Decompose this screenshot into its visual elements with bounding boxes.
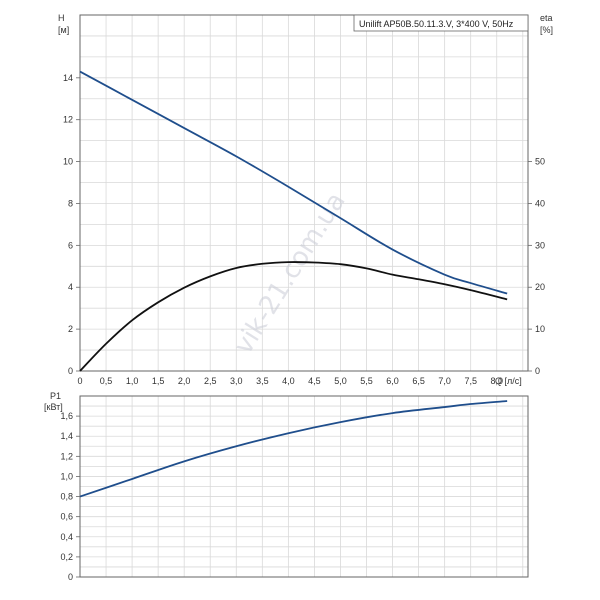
p1-tick-label: 0,4 — [60, 532, 73, 542]
p1-tick-label: 1,6 — [60, 411, 73, 421]
x-tick-label: 0 — [77, 376, 82, 386]
y-tick-label: 4 — [68, 282, 73, 292]
x-tick-label: 7,5 — [464, 376, 477, 386]
p1-tick-label: 1,4 — [60, 431, 73, 441]
x-axis-title-q: Q [л/с] — [495, 376, 522, 386]
y-tick-label: 10 — [63, 157, 73, 167]
x-tick-label: 8,0 — [490, 376, 503, 386]
y-tick-label: 14 — [63, 73, 73, 83]
x-tick-label: 2,5 — [204, 376, 217, 386]
y-axis-unit-h: [м] — [58, 25, 69, 35]
top-plot-frame — [79, 14, 529, 372]
x-tick-label: 4,5 — [308, 376, 321, 386]
y-tick-label: 2 — [68, 324, 73, 334]
y2-tick-label: 30 — [535, 240, 545, 250]
x-tick-label: 1,5 — [152, 376, 165, 386]
p1-tick-label: 0,6 — [60, 512, 73, 522]
bottom-tick-labels: 0 0,2 0,4 0,6 0,8 1,0 1,2 1,4 1,6 — [60, 411, 80, 582]
x-tick-label: 1,0 — [126, 376, 139, 386]
top-chart-grid — [80, 15, 528, 371]
chart-title: Unilift AP50B.50.11.3.V, 3*400 V, 50Hz — [359, 19, 514, 29]
x-tick-label: 2,0 — [178, 376, 191, 386]
p1-tick-label: 1,2 — [60, 451, 73, 461]
head-curve-line — [79, 70, 508, 295]
y2-axis-unit-eta: [%] — [540, 25, 553, 35]
p1-tick-label: 1,0 — [60, 471, 73, 481]
bottom-chart-grid — [80, 396, 528, 577]
p1-tick-label: 0,2 — [60, 552, 73, 562]
p1-tick-label: 0 — [68, 572, 73, 582]
bottom-chart-series — [79, 400, 508, 498]
y-tick-label: 8 — [68, 198, 73, 208]
x-tick-label: 4,0 — [282, 376, 295, 386]
y2-tick-label: 10 — [535, 324, 545, 334]
x-tick-label: 3,5 — [256, 376, 269, 386]
x-tick-label: 5,5 — [360, 376, 373, 386]
top-chart-series — [79, 70, 508, 372]
y-axis-title-h: H — [58, 13, 65, 23]
y-tick-label: 0 — [68, 366, 73, 376]
x-tick-label: 0,5 — [100, 376, 113, 386]
x-tick-label: 6,5 — [412, 376, 425, 386]
chart-title-box — [353, 14, 529, 32]
x-tick-label: 7,0 — [438, 376, 451, 386]
p1-tick-label: 0,8 — [60, 492, 73, 502]
bottom-plot-frame — [79, 395, 529, 578]
y-axis-title-p1: P1 — [50, 391, 61, 401]
y-axis-unit-p1: [кВт] — [44, 402, 63, 412]
y-tick-label: 12 — [63, 115, 73, 125]
top-tick-labels: 0 0,5 1,0 1,5 2,0 2,5 3,0 3,5 4,0 4,5 5,0 5,5 6,0 6,5… — [63, 73, 545, 386]
y2-tick-label: 0 — [535, 366, 540, 376]
efficiency-curve-line — [79, 261, 508, 372]
x-tick-label: 3,0 — [230, 376, 243, 386]
y2-tick-label: 40 — [535, 198, 545, 208]
y2-tick-label: 50 — [535, 157, 545, 167]
power-curve-line — [79, 400, 508, 498]
x-tick-label: 5,0 — [334, 376, 347, 386]
y2-tick-label: 20 — [535, 282, 545, 292]
x-tick-label: 6,0 — [386, 376, 399, 386]
y2-axis-title-eta: eta — [540, 13, 553, 23]
y-tick-label: 6 — [68, 240, 73, 250]
